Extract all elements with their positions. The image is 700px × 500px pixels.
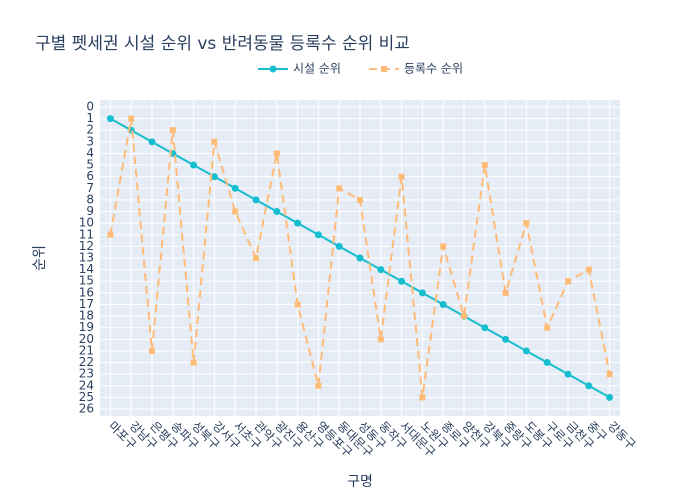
data-point (190, 161, 198, 169)
data-point (169, 127, 176, 134)
data-point (377, 266, 385, 274)
data-point (335, 242, 343, 250)
y-tick-label: 21 (79, 343, 94, 357)
data-point (585, 382, 593, 390)
y-tick-label: 12 (79, 239, 94, 253)
data-point (606, 393, 614, 401)
y-tick-label: 15 (79, 274, 94, 288)
legend-label: 등록수 순위 (404, 62, 463, 76)
data-point (106, 115, 114, 123)
data-point (544, 324, 551, 331)
data-point (398, 173, 405, 180)
y-tick-label: 23 (79, 367, 94, 381)
data-point (523, 220, 530, 227)
data-point (357, 196, 363, 203)
data-point (315, 382, 322, 389)
data-point (440, 243, 447, 250)
legend-label: 시설 순위 (293, 62, 341, 76)
data-point (419, 394, 426, 401)
x-tick-label: 강동구 (605, 419, 638, 452)
data-point (273, 150, 280, 157)
y-tick-label: 14 (79, 262, 94, 276)
data-point (481, 162, 488, 169)
legend-marker (269, 65, 277, 73)
data-point (564, 370, 572, 378)
y-tick-label: 10 (79, 216, 94, 230)
data-point (149, 347, 155, 354)
data-point (231, 184, 239, 192)
y-tick-label: 19 (79, 320, 94, 334)
y-tick-label: 17 (79, 297, 94, 311)
y-tick-label: 9 (86, 204, 94, 218)
data-point (210, 173, 218, 181)
y-tick-label: 25 (79, 390, 94, 404)
y-tick-label: 1 (86, 111, 94, 125)
y-tick-label: 26 (79, 402, 94, 416)
data-point (294, 301, 301, 308)
legend-marker (380, 66, 387, 72)
y-tick-label: 7 (86, 181, 94, 195)
data-point (211, 138, 218, 145)
y-tick-label: 0 (86, 99, 94, 113)
data-point (336, 185, 343, 192)
data-point (314, 231, 322, 239)
data-point (398, 277, 406, 285)
data-point (461, 313, 467, 320)
data-point (377, 336, 384, 343)
data-point (148, 138, 156, 146)
y-tick-label: 16 (79, 285, 94, 299)
y-tick-label: 8 (86, 192, 94, 206)
y-tick-label: 3 (86, 134, 94, 148)
y-tick-label: 6 (86, 169, 94, 183)
chart-title: 구별 펫세권 시설 순위 vs 반려동물 등록수 순위 비교 (35, 34, 410, 54)
data-point (502, 289, 509, 296)
data-point (252, 196, 260, 204)
y-tick-label: 2 (86, 123, 94, 137)
y-axis-label: 순위 (32, 245, 48, 271)
y-tick-label: 22 (79, 355, 94, 369)
data-point (107, 231, 114, 238)
data-point (273, 208, 281, 216)
data-point (294, 219, 302, 227)
data-point (522, 347, 530, 355)
data-point (502, 335, 510, 343)
y-tick-label: 13 (79, 251, 94, 265)
data-point (253, 255, 259, 261)
data-point (232, 208, 239, 215)
data-point (606, 371, 613, 378)
data-point (439, 300, 447, 308)
data-point (565, 278, 571, 285)
y-tick-label: 24 (79, 378, 94, 392)
data-point (418, 289, 426, 297)
y-tick-label: 18 (79, 309, 94, 323)
y-tick-label: 11 (79, 227, 94, 241)
data-point (128, 115, 135, 122)
data-point (481, 324, 489, 332)
y-tick-label: 5 (86, 158, 94, 172)
y-tick-label: 4 (86, 146, 94, 160)
data-point (585, 266, 592, 273)
data-point (543, 359, 551, 367)
y-tick-label: 20 (79, 332, 94, 346)
data-point (190, 359, 197, 366)
x-axis-label: 구명 (347, 474, 373, 490)
data-point (356, 254, 364, 262)
